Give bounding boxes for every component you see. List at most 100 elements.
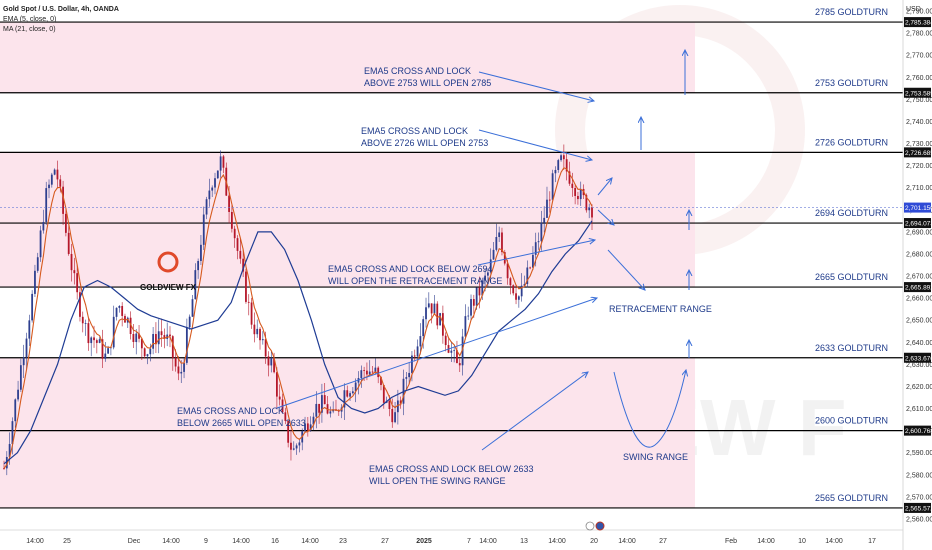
candle-body: [548, 199, 551, 201]
candle-body: [523, 284, 526, 286]
candle-body: [155, 334, 157, 345]
goldturn-level-label: 2565 GOLDTURN: [815, 493, 888, 503]
candle-body: [503, 252, 506, 264]
candle-body: [36, 257, 39, 271]
candle-body: [287, 420, 290, 443]
annotation-line: EMA5 CROSS AND LOCK BELOW 2694: [328, 264, 493, 274]
price-axis[interactable]: 2,560.000 2,570.000 2,580.000 2,590.000 2,60…: [906, 9, 932, 524]
candle-body: [425, 307, 427, 320]
time-tick-label: 14:00: [232, 538, 250, 545]
time-tick-label: 9: [204, 538, 208, 545]
candle-body: [571, 183, 574, 188]
candle-body: [270, 357, 273, 366]
candle-body: [498, 232, 501, 238]
candle-body: [292, 448, 295, 450]
candle-body: [171, 336, 174, 358]
candle-body: [388, 400, 391, 410]
time-tick-label: 14:00: [162, 538, 180, 545]
annotation-2694: EMA5 CROSS AND LOCK BELOW 2694 WILL OPEN…: [328, 264, 502, 286]
candle-body: [574, 187, 577, 196]
candle-body: [540, 222, 543, 242]
level-axis-value: 2,785.384: [905, 20, 932, 27]
candle-body: [149, 348, 152, 355]
candle-body: [253, 324, 256, 335]
candle-body: [140, 338, 143, 349]
candle-body: [138, 333, 140, 339]
annotation-line: EMA5 CROSS AND LOCK: [361, 126, 468, 136]
candle-body: [515, 293, 517, 300]
price-tick-label: 2,630.000: [906, 362, 932, 369]
annotation-line: WILL OPEN THE RETRACEMENT RANGE: [328, 276, 502, 286]
candle-body: [306, 423, 309, 431]
candle-body: [216, 170, 219, 179]
candle-body: [312, 416, 315, 425]
candle-body: [76, 273, 79, 293]
candle-body: [318, 403, 321, 413]
economic-events[interactable]: [585, 521, 605, 531]
candle-body: [346, 390, 349, 397]
candle-body: [236, 238, 239, 251]
candle-body: [211, 187, 214, 191]
candle-body: [188, 316, 191, 328]
range-zone: [0, 152, 695, 288]
candle-body: [157, 331, 160, 345]
time-axis[interactable]: 14:00 25 Dec 14:00 9 14:00 16 14:00 23 27 2025 7 14:…: [26, 538, 876, 545]
candle-body: [19, 365, 22, 390]
time-tick-label: 10: [798, 538, 806, 545]
candle-body: [396, 400, 399, 413]
candle-body: [472, 299, 475, 306]
candle-body: [250, 302, 253, 325]
candle-body: [242, 258, 245, 272]
swing-range-label: SWING RANGE: [623, 452, 688, 462]
candle-body: [174, 357, 177, 367]
price-tick-label: 2,740.000: [906, 119, 932, 126]
candle-body: [104, 353, 107, 359]
candle-body: [554, 169, 557, 174]
time-tick-label: 23: [339, 538, 347, 545]
price-tick-label: 2,560.000: [906, 516, 932, 523]
candle-body: [64, 213, 67, 233]
candle-body: [295, 445, 298, 449]
level-axis-badge: [904, 352, 931, 363]
ma-legend[interactable]: MA (21, close, 0): [3, 26, 56, 33]
level-axis-badge: [904, 17, 931, 28]
candle-body: [124, 315, 126, 323]
candle-body: [551, 173, 554, 200]
us-flag-icon[interactable]: [595, 521, 605, 531]
time-tick-label: 13: [520, 538, 528, 545]
candle-body: [45, 188, 48, 222]
price-tick-label: 2,670.000: [906, 274, 932, 281]
annotation-line: EMA5 CROSS AND LOCK: [364, 66, 471, 76]
time-tick-label: 27: [659, 538, 667, 545]
candle-body: [481, 280, 484, 296]
price-tick-label: 2,690.000: [906, 229, 932, 236]
candle-body: [222, 156, 225, 168]
candle-body: [273, 357, 275, 373]
candle-body: [591, 207, 593, 218]
level-axis-badge: [904, 425, 931, 436]
candle-body: [354, 382, 357, 392]
annotation-line: BELOW 2665 WILL OPEN 2633: [177, 418, 306, 428]
candle-body: [22, 357, 25, 366]
candle-body: [394, 412, 396, 423]
candle-body: [95, 340, 98, 343]
retracement-range-label: RETRACEMENT RANGE: [609, 304, 712, 314]
time-tick-label: 16: [271, 538, 279, 545]
level-axis-value: 2,565.572: [905, 505, 932, 512]
ema-legend[interactable]: EMA (5, close, 0): [3, 16, 56, 23]
candle-body: [329, 411, 332, 414]
candle-body: [247, 301, 250, 303]
candle-body: [163, 335, 166, 339]
candle-body: [81, 316, 84, 324]
candle-body: [8, 444, 11, 457]
price-tick-label: 2,780.000: [906, 31, 932, 38]
candle-body: [349, 393, 351, 397]
level-axis-badge: [904, 147, 931, 158]
candle-body: [191, 299, 194, 317]
event-icon[interactable]: [585, 521, 595, 531]
level-axis-badge: [904, 218, 931, 229]
candle-body: [416, 346, 419, 357]
candle-body: [501, 232, 503, 253]
goldturn-level-label: 2665 GOLDTURN: [815, 272, 888, 282]
